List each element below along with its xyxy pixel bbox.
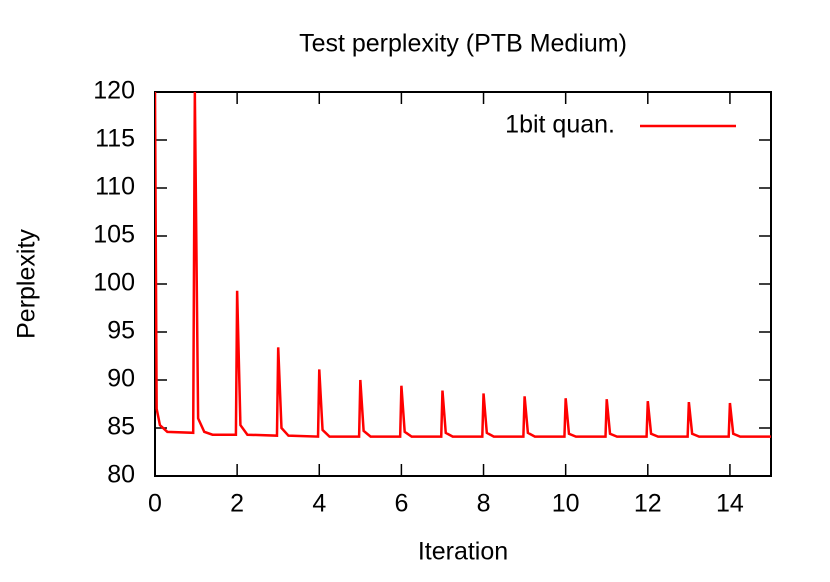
y-tick-label: 105 [93, 221, 135, 249]
data-line [155, 92, 771, 438]
y-tick-label: 80 [107, 461, 135, 489]
x-tick-label: 6 [394, 490, 408, 518]
x-tick-label: 2 [230, 490, 244, 518]
x-tick-label: 4 [312, 490, 326, 518]
y-tick-label: 100 [93, 269, 135, 297]
y-tick-label: 95 [107, 317, 135, 345]
x-tick-label: 10 [552, 490, 580, 518]
x-tick-label: 8 [477, 490, 491, 518]
y-tick-label: 90 [107, 365, 135, 393]
y-tick-label: 110 [95, 173, 135, 201]
x-tick-label: 14 [716, 490, 744, 518]
x-tick-label: 12 [634, 490, 662, 518]
plot-frame [154, 91, 772, 477]
legend-label: 1bit quan. [505, 111, 615, 139]
x-axis-label: Iteration [418, 538, 508, 566]
x-tick-label: 0 [148, 490, 162, 518]
y-tick-label: 115 [95, 125, 135, 153]
y-axis-label: Perplexity [13, 229, 41, 339]
chart-title: Test perplexity (PTB Medium) [299, 30, 627, 58]
y-tick-label: 85 [107, 413, 135, 441]
y-tick-label: 120 [93, 77, 135, 105]
